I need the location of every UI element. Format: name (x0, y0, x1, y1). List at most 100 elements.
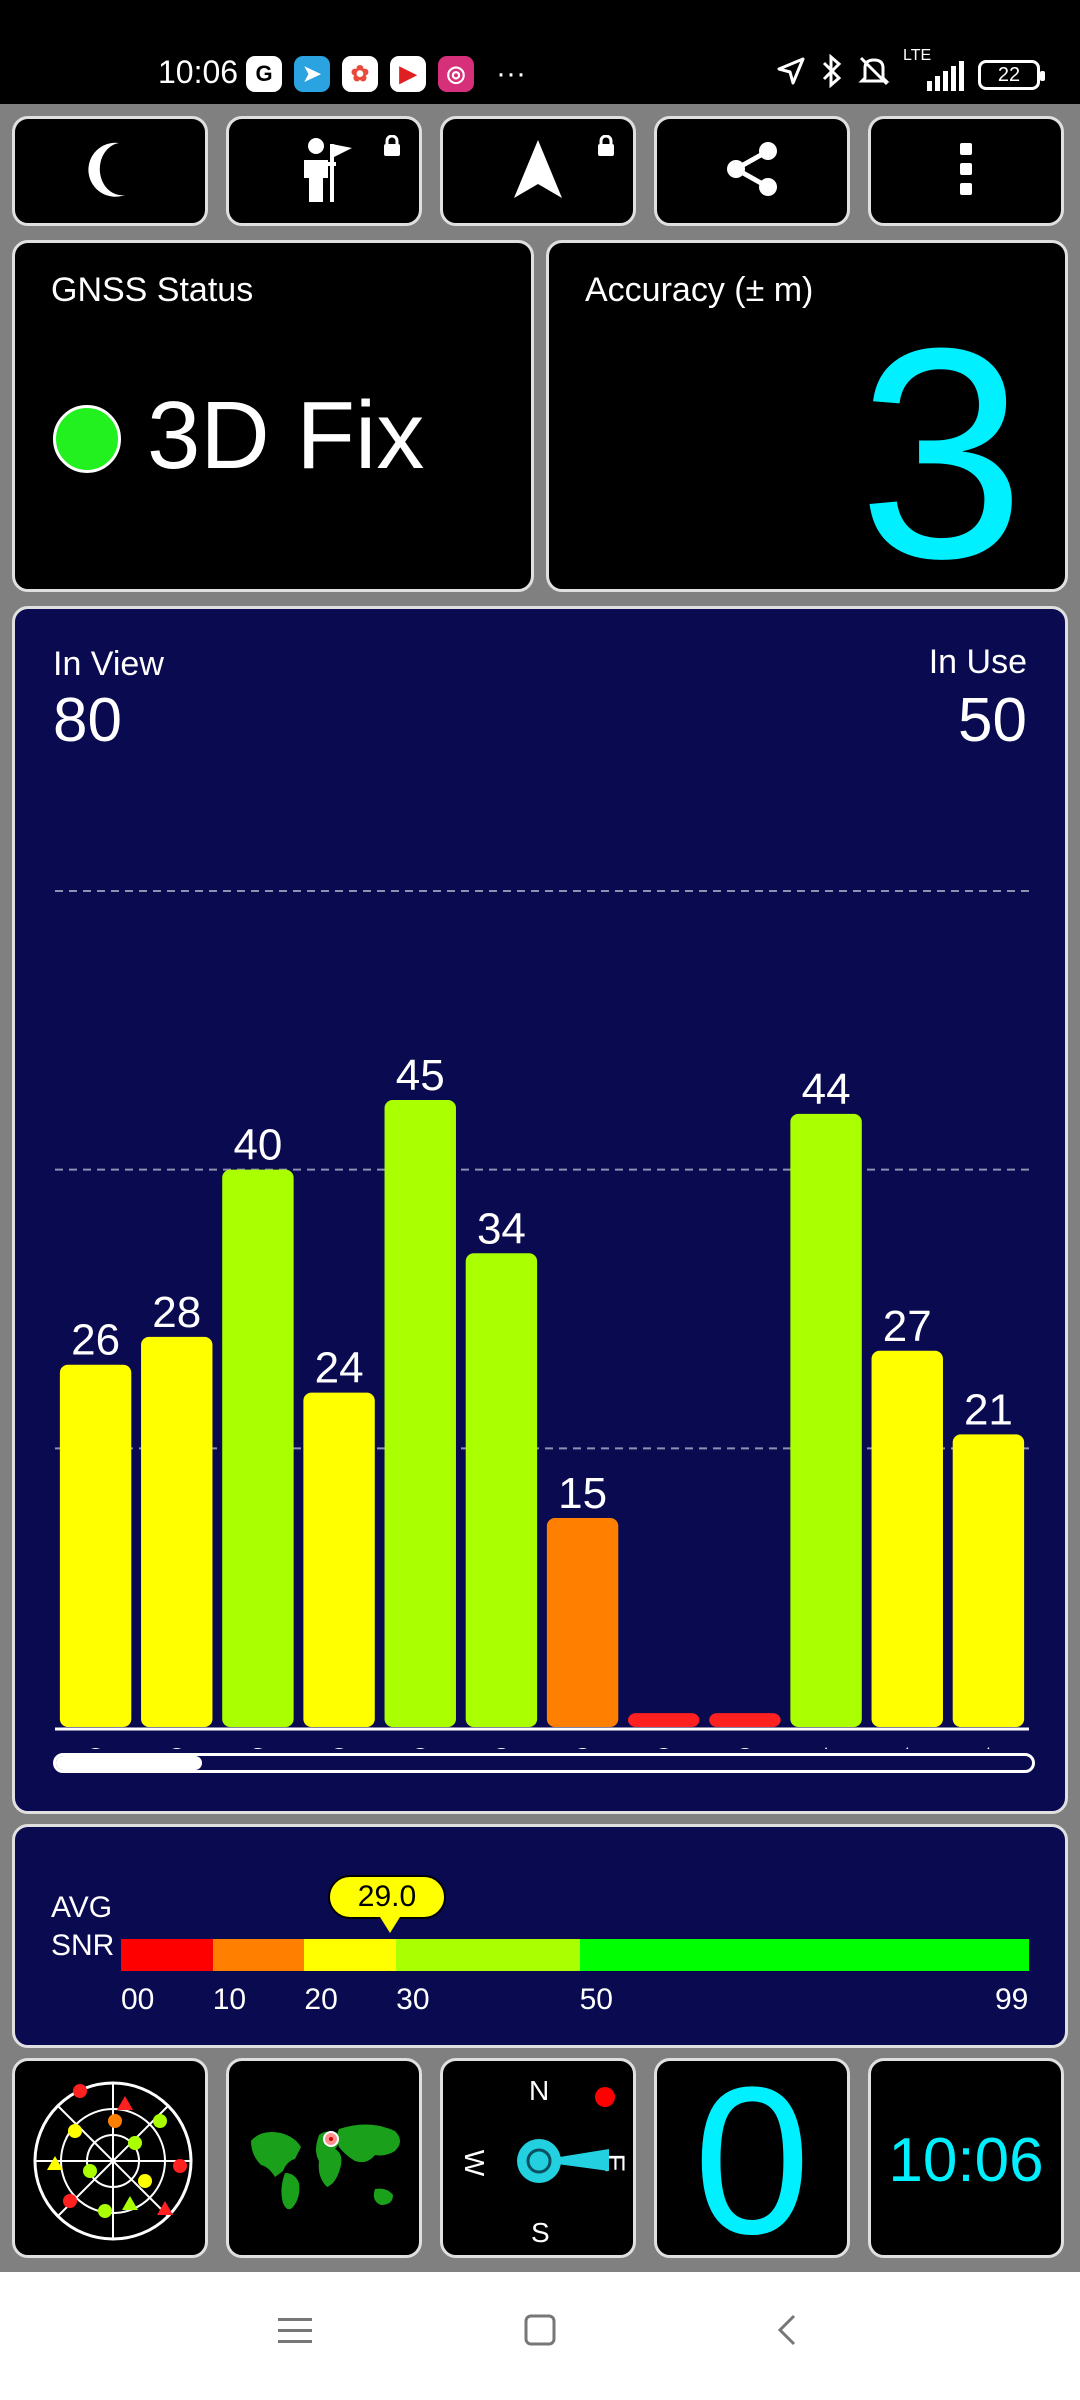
telegram-icon: ➤ (294, 56, 330, 92)
accuracy-value: 3 (858, 285, 1025, 621)
share-button[interactable] (654, 116, 850, 226)
more-options-button[interactable] (868, 116, 1064, 226)
mute-icon (857, 54, 891, 96)
snr-average-value: 29.0 (357, 1880, 417, 1913)
compass-south-label: S (531, 2217, 550, 2248)
bar-value-label: 27 (883, 1302, 932, 1351)
signal-bar (952, 1434, 1025, 1727)
constellation-circle-icon (334, 1748, 344, 1749)
snr-card: AVG SNR 00 10 20 30 50 99 29.0 (12, 1824, 1068, 2048)
constellation-circle-icon (253, 1748, 263, 1749)
bar-value-label: 26 (71, 1316, 120, 1365)
snr-tick-label: 99 (995, 1983, 1029, 2016)
compass-needle-icon (443, 2061, 633, 2255)
sky-plot-tile[interactable] (12, 2058, 208, 2258)
compass-north-label: N (529, 2075, 550, 2106)
in-use-label: In Use (928, 643, 1027, 681)
navigation-arrow-icon (512, 138, 564, 205)
bar-value-label: 34 (477, 1204, 526, 1253)
chart-scroll-thumb[interactable] (56, 1756, 203, 1770)
world-map-tile[interactable] (226, 2058, 422, 2258)
location-icon (775, 55, 807, 95)
bar-value-label: 40 (233, 1121, 282, 1170)
snr-tick-label: 00 (121, 1983, 155, 2016)
signal-bar (465, 1253, 538, 1727)
night-mode-icon (85, 139, 135, 204)
in-view-label: In View (53, 645, 164, 683)
signal-bar (546, 1518, 619, 1727)
instagram-icon: ◎ (438, 56, 474, 92)
menu-nav-button[interactable] (278, 2316, 312, 2351)
fix-indicator-icon (53, 405, 121, 473)
gnss-status-card: GNSS Status 3D Fix (12, 240, 534, 592)
constellation-circle-icon (415, 1748, 425, 1749)
bluetooth-icon (821, 53, 843, 96)
constellation-circle-icon (496, 1748, 506, 1749)
app-content: GNSS Status 3D Fix Accuracy (± m) 3 In V… (0, 104, 1080, 2272)
signal-bar-chart: 2602280640122419452434251529223244142715… (55, 890, 1029, 1749)
battery-indicator: 22 (978, 60, 1045, 90)
snr-segment (396, 1939, 580, 1971)
snr-segment (212, 1939, 305, 1971)
clock-value: 10:06 (888, 2126, 1044, 2195)
speed-tile[interactable]: 0 (654, 2058, 850, 2258)
constellation-circle-icon (659, 1748, 669, 1749)
status-button[interactable] (226, 116, 422, 226)
signal-icon: LTE (903, 47, 964, 91)
in-use-count: 50 (958, 686, 1027, 755)
status-icon (292, 134, 356, 209)
navigation-button[interactable] (440, 116, 636, 226)
notification-icons: G ➤ ✿ ▶ ◎ ··· (246, 56, 526, 92)
signal-bar (59, 1364, 132, 1727)
snr-label-avg: AVG (51, 1891, 113, 1924)
chart-scrollbar[interactable] (53, 1753, 1035, 1773)
constellation-circle-icon (91, 1748, 101, 1749)
in-view-count: 80 (53, 686, 122, 755)
youtube-icon: ▶ (390, 56, 426, 92)
lock-icon (597, 134, 615, 162)
more-notifications-icon: ··· (496, 57, 526, 90)
lock-icon (383, 134, 401, 162)
home-nav-button[interactable] (524, 2314, 556, 2351)
snr-scale-bar (121, 1939, 1029, 1971)
accuracy-title: Accuracy (± m) (585, 271, 814, 309)
snr-label-snr: SNR (51, 1929, 115, 1962)
status-right: LTE 22 (775, 47, 1045, 96)
status-time: 10:06 (158, 54, 239, 90)
night-mode-button[interactable] (12, 116, 208, 226)
speed-value: 0 (693, 2058, 811, 2258)
status-bar: 10:06 G ➤ ✿ ▶ ◎ ··· LTE 22 (0, 0, 1080, 104)
photos-icon: ✿ (342, 56, 378, 92)
constellation-triangle-icon (987, 1747, 990, 1749)
fix-status: 3D Fix (147, 382, 425, 489)
constellation-circle-icon (578, 1748, 588, 1749)
google-icon: G (246, 56, 282, 92)
bar-value-label: 21 (964, 1385, 1013, 1434)
snr-segment (304, 1939, 397, 1971)
constellation-circle-icon (172, 1748, 182, 1749)
signal-bar (628, 1713, 700, 1727)
snr-tick-label: 50 (579, 1983, 613, 2016)
constellation-circle-icon (740, 1748, 750, 1749)
battery-level: 22 (997, 63, 1021, 86)
signal-bar (871, 1350, 943, 1727)
gnss-status-title: GNSS Status (51, 271, 254, 309)
bar-value-label: 28 (152, 1288, 201, 1337)
clock-tile[interactable]: 10:06 (868, 2058, 1064, 2258)
system-nav-bar (0, 2272, 1080, 2400)
signal-bar (709, 1713, 781, 1727)
snr-average-bubble: 29.0 (327, 1875, 446, 1933)
snr-tick-label: 30 (396, 1983, 430, 2016)
bar-value-label: 24 (315, 1344, 364, 1393)
sky-plot-icon (15, 2081, 205, 2255)
more-vert-icon (958, 141, 974, 202)
signal-chart-card[interactable]: In View 80 In Use 50 2602280640122419452… (12, 606, 1068, 1814)
compass-tile[interactable]: N S W E (440, 2058, 636, 2258)
bar-value-label: 15 (558, 1469, 607, 1518)
share-icon (722, 139, 782, 204)
snr-segment (579, 1939, 1029, 1971)
back-nav-button[interactable] (774, 2312, 798, 2353)
snr-tick-label: 10 (212, 1983, 247, 2016)
accuracy-card: Accuracy (± m) 3 (546, 240, 1068, 603)
signal-bar (790, 1113, 862, 1727)
